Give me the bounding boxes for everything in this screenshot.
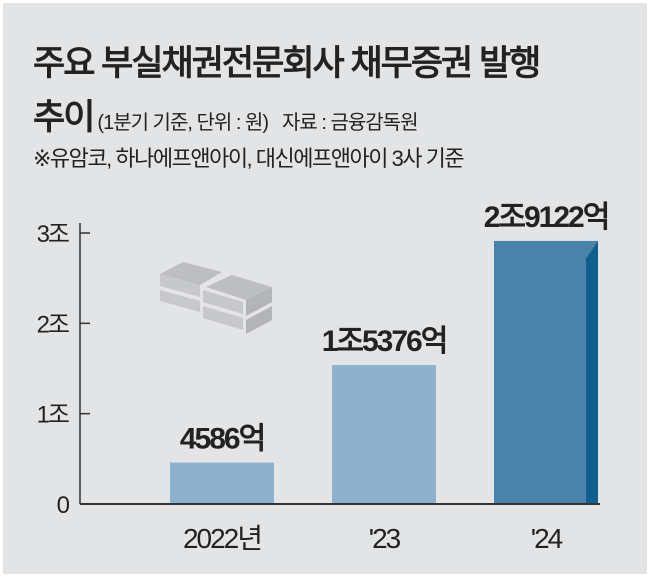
chart-title: 주요 부실채권전문회사 채무증권 발행 <box>33 44 541 83</box>
x-tick-label: 2022년 <box>183 523 261 554</box>
chart-title-cont: 추이 <box>33 98 95 137</box>
x-tick-label: '24 <box>531 523 563 554</box>
value-label: 4586억 <box>180 423 264 456</box>
footnote: ※유암코, 하나에프앤아이, 대신에프앤아이 3사 기준 <box>33 146 465 171</box>
y-axis: 0 1조 2조 3조 <box>37 221 90 519</box>
value-label: 2조9122억 <box>484 201 609 234</box>
bar-2 <box>494 240 598 504</box>
source-note: 자료 : 금융감독원 <box>282 112 418 134</box>
bar-0 <box>170 462 274 504</box>
y-tick-label: 1조 <box>37 402 69 429</box>
unit-note: (1분기 기준, 단위 : 원) <box>97 112 269 134</box>
title-line-2: 추이 (1분기 기준, 단위 : 원) 자료 : 금융감독원 <box>33 89 418 140</box>
value-label: 1조5376억 <box>322 325 447 358</box>
bar-1 <box>332 365 436 504</box>
x-tick-label: '23 <box>369 523 401 554</box>
y-tick-label: 2조 <box>37 311 69 338</box>
money-stack-icon <box>160 262 272 334</box>
y-tick-label: 0 <box>57 492 70 519</box>
y-tick-label: 3조 <box>37 221 69 248</box>
bar-side-highlight <box>586 240 598 504</box>
